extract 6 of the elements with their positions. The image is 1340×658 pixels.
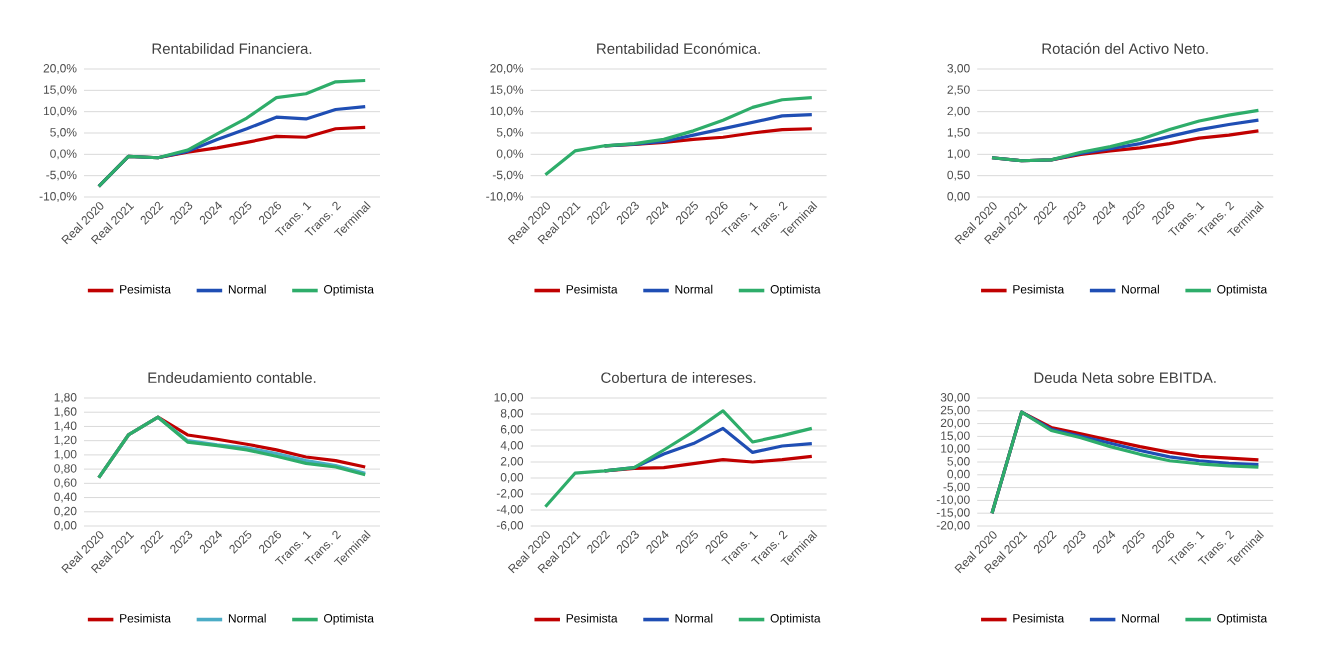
- line-series: [543, 409, 814, 509]
- line-series: [97, 415, 367, 480]
- line-series: [990, 108, 1261, 163]
- line-series: [543, 95, 814, 177]
- line-series: [990, 410, 1261, 515]
- line-series: [97, 78, 367, 188]
